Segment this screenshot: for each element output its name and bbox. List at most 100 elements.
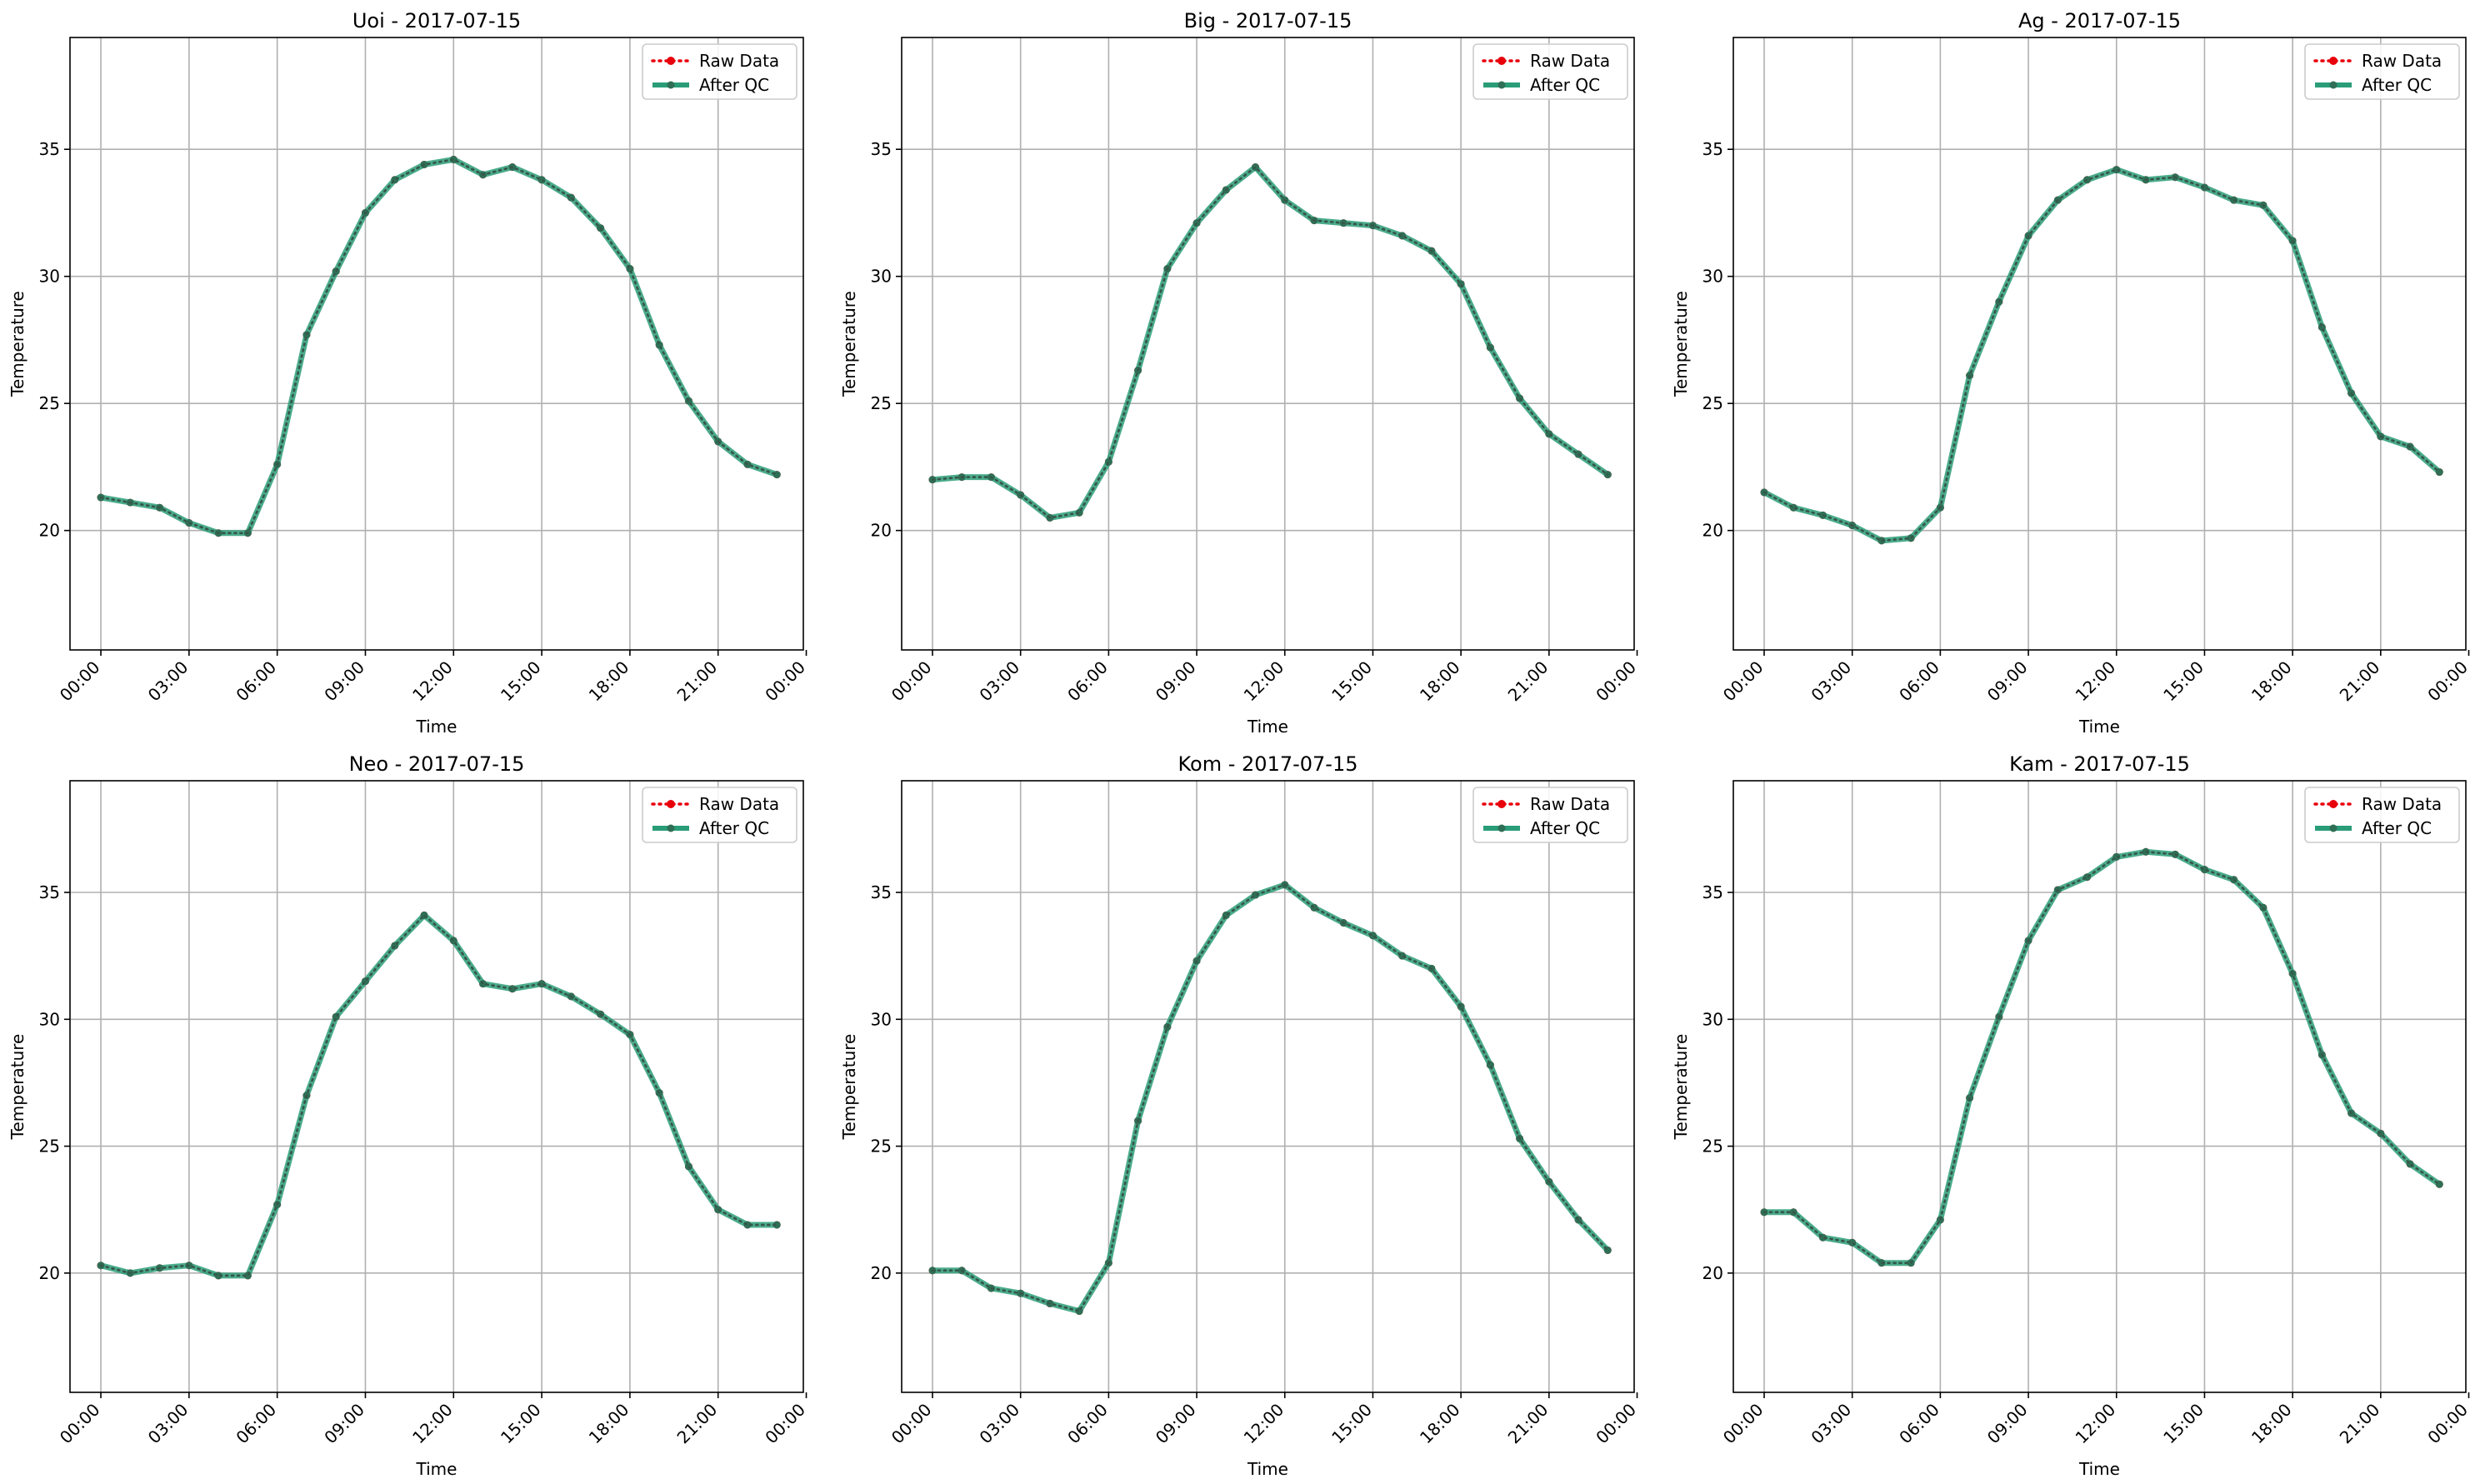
x-axis-label: Time bbox=[1247, 717, 1288, 737]
y-axis-label: Temperature bbox=[1671, 1034, 1691, 1141]
x-tick-label: 21:00 bbox=[2336, 1400, 2384, 1448]
subplot-5: 00:00 03:00 06:00 09:00 12:00 15:00 18:00 21:00… bbox=[839, 752, 1640, 1479]
x-axis-label: Time bbox=[416, 1459, 458, 1479]
x-tick-label: 00:00 bbox=[1592, 657, 1640, 706]
raw-data-overlay bbox=[1762, 168, 2441, 542]
y-axis-label: Temperature bbox=[8, 1034, 28, 1141]
subplot-3: 00:00 03:00 06:00 09:00 12:00 15:00 18:00 21:00… bbox=[1671, 9, 2472, 737]
x-tick-label: 03:00 bbox=[1807, 657, 1855, 706]
y-tick-label: 20 bbox=[39, 521, 60, 541]
x-tick-label: 00:00 bbox=[761, 657, 809, 706]
x-tick-label: 03:00 bbox=[144, 1400, 192, 1448]
legend-raw-label: Raw Data bbox=[699, 794, 779, 814]
legend-qc-label: After QC bbox=[2362, 818, 2432, 838]
axes-frame bbox=[69, 780, 804, 1393]
x-tick-label: 00:00 bbox=[2423, 1400, 2472, 1448]
subplot-2: 00:00 03:00 06:00 09:00 12:00 15:00 18:00 21:00… bbox=[839, 9, 1640, 737]
raw-data-overlay bbox=[931, 165, 1609, 519]
x-tick-label: 00:00 bbox=[761, 1400, 809, 1448]
legend-raw-marker bbox=[667, 57, 675, 65]
subplot-6: 00:00 03:00 06:00 09:00 12:00 15:00 18:00 21:00… bbox=[1671, 752, 2472, 1479]
chart-title: Neo - 2017-07-15 bbox=[349, 752, 525, 776]
legend-raw-marker bbox=[667, 800, 675, 808]
axes-frame bbox=[901, 780, 1635, 1393]
x-tick-label: 12:00 bbox=[2072, 1400, 2120, 1448]
x-axis-label: Time bbox=[2078, 1459, 2120, 1479]
y-tick-label: 25 bbox=[39, 1137, 60, 1157]
x-axis-label: Time bbox=[1247, 1459, 1288, 1479]
y-tick-label: 35 bbox=[1702, 882, 1723, 902]
after-qc-line bbox=[1762, 167, 2442, 544]
x-tick-label: 15:00 bbox=[1328, 657, 1376, 706]
axes-frame bbox=[1732, 780, 2467, 1393]
legend-raw-label: Raw Data bbox=[1530, 794, 1610, 814]
x-tick-label: 00:00 bbox=[2423, 657, 2472, 706]
x-tick-label: 12:00 bbox=[1240, 1400, 1288, 1448]
y-axis-label: Temperature bbox=[839, 1034, 859, 1141]
x-tick-label: 03:00 bbox=[1807, 1400, 1855, 1448]
y-tick-label: 25 bbox=[871, 393, 892, 413]
x-tick-label: 03:00 bbox=[975, 1400, 1023, 1448]
x-tick-label: 06:00 bbox=[1895, 1400, 1943, 1448]
y-tick-label: 25 bbox=[871, 1137, 892, 1157]
x-tick-label: 00:00 bbox=[56, 657, 104, 706]
x-tick-label: 09:00 bbox=[320, 1400, 368, 1448]
x-tick-label: 06:00 bbox=[1063, 1400, 1112, 1448]
x-tick-label: 00:00 bbox=[888, 657, 936, 706]
legend: Raw Data After QC bbox=[2304, 787, 2460, 843]
legend-qc-label: After QC bbox=[699, 75, 769, 95]
after-qc-point bbox=[1486, 343, 1494, 352]
chart-title: Ag - 2017-07-15 bbox=[2018, 9, 2181, 32]
raw-data-line bbox=[931, 165, 1609, 519]
legend-raw-marker bbox=[1498, 800, 1506, 808]
x-tick-label: 18:00 bbox=[585, 1400, 633, 1448]
subplot-4: 00:00 03:00 06:00 09:00 12:00 15:00 18:00 21:00… bbox=[8, 752, 809, 1479]
raw-data-line bbox=[99, 157, 778, 535]
axes-frame bbox=[69, 37, 804, 651]
legend-qc-marker bbox=[667, 81, 675, 89]
raw-data-overlay bbox=[99, 158, 778, 534]
legend-qc-marker bbox=[2329, 81, 2338, 89]
x-tick-label: 18:00 bbox=[1416, 1400, 1464, 1448]
axes-frame bbox=[901, 37, 1635, 651]
legend-qc-label: After QC bbox=[1530, 818, 1600, 838]
y-tick-label: 20 bbox=[39, 1263, 60, 1283]
x-tick-label: 15:00 bbox=[497, 657, 545, 706]
legend-raw-label: Raw Data bbox=[2362, 794, 2442, 814]
x-tick-label: 06:00 bbox=[1063, 657, 1112, 706]
x-tick-label: 00:00 bbox=[56, 1400, 104, 1448]
legend-qc-marker bbox=[2329, 824, 2338, 832]
x-tick-label: 12:00 bbox=[408, 1400, 457, 1448]
x-tick-label: 03:00 bbox=[975, 657, 1023, 706]
y-tick-label: 30 bbox=[39, 267, 60, 287]
raw-data-line bbox=[1762, 850, 2441, 1265]
x-tick-label: 18:00 bbox=[1416, 657, 1464, 706]
legend: Raw Data After QC bbox=[642, 787, 798, 843]
y-tick-label: 35 bbox=[871, 139, 892, 159]
legend: Raw Data After QC bbox=[642, 43, 798, 100]
x-tick-label: 21:00 bbox=[2336, 657, 2384, 706]
y-tick-label: 25 bbox=[1702, 1137, 1723, 1157]
legend: Raw Data After QC bbox=[1472, 43, 1628, 100]
x-tick-label: 00:00 bbox=[1719, 1400, 1768, 1448]
legend-raw-marker bbox=[2329, 57, 2338, 65]
x-axis-label: Time bbox=[2078, 717, 2120, 737]
x-tick-label: 18:00 bbox=[2248, 657, 2296, 706]
y-tick-label: 20 bbox=[1702, 521, 1723, 541]
y-tick-label: 25 bbox=[39, 393, 60, 413]
x-tick-label: 03:00 bbox=[144, 657, 192, 706]
x-tick-label: 18:00 bbox=[585, 657, 633, 706]
raw-data-line bbox=[1762, 168, 2441, 542]
raw-data-overlay bbox=[931, 883, 1609, 1312]
legend-raw-label: Raw Data bbox=[1530, 51, 1610, 71]
y-tick-label: 35 bbox=[39, 882, 60, 902]
x-tick-label: 21:00 bbox=[1504, 657, 1552, 706]
y-tick-label: 35 bbox=[1702, 139, 1723, 159]
x-tick-label: 09:00 bbox=[1983, 1400, 2032, 1448]
chart-title: Kom - 2017-07-15 bbox=[1178, 752, 1358, 776]
legend-raw-marker bbox=[1498, 57, 1506, 65]
legend: Raw Data After QC bbox=[1472, 787, 1628, 843]
after-qc-line bbox=[932, 882, 1610, 1314]
x-tick-label: 09:00 bbox=[1152, 657, 1200, 706]
legend: Raw Data After QC bbox=[2304, 43, 2460, 100]
